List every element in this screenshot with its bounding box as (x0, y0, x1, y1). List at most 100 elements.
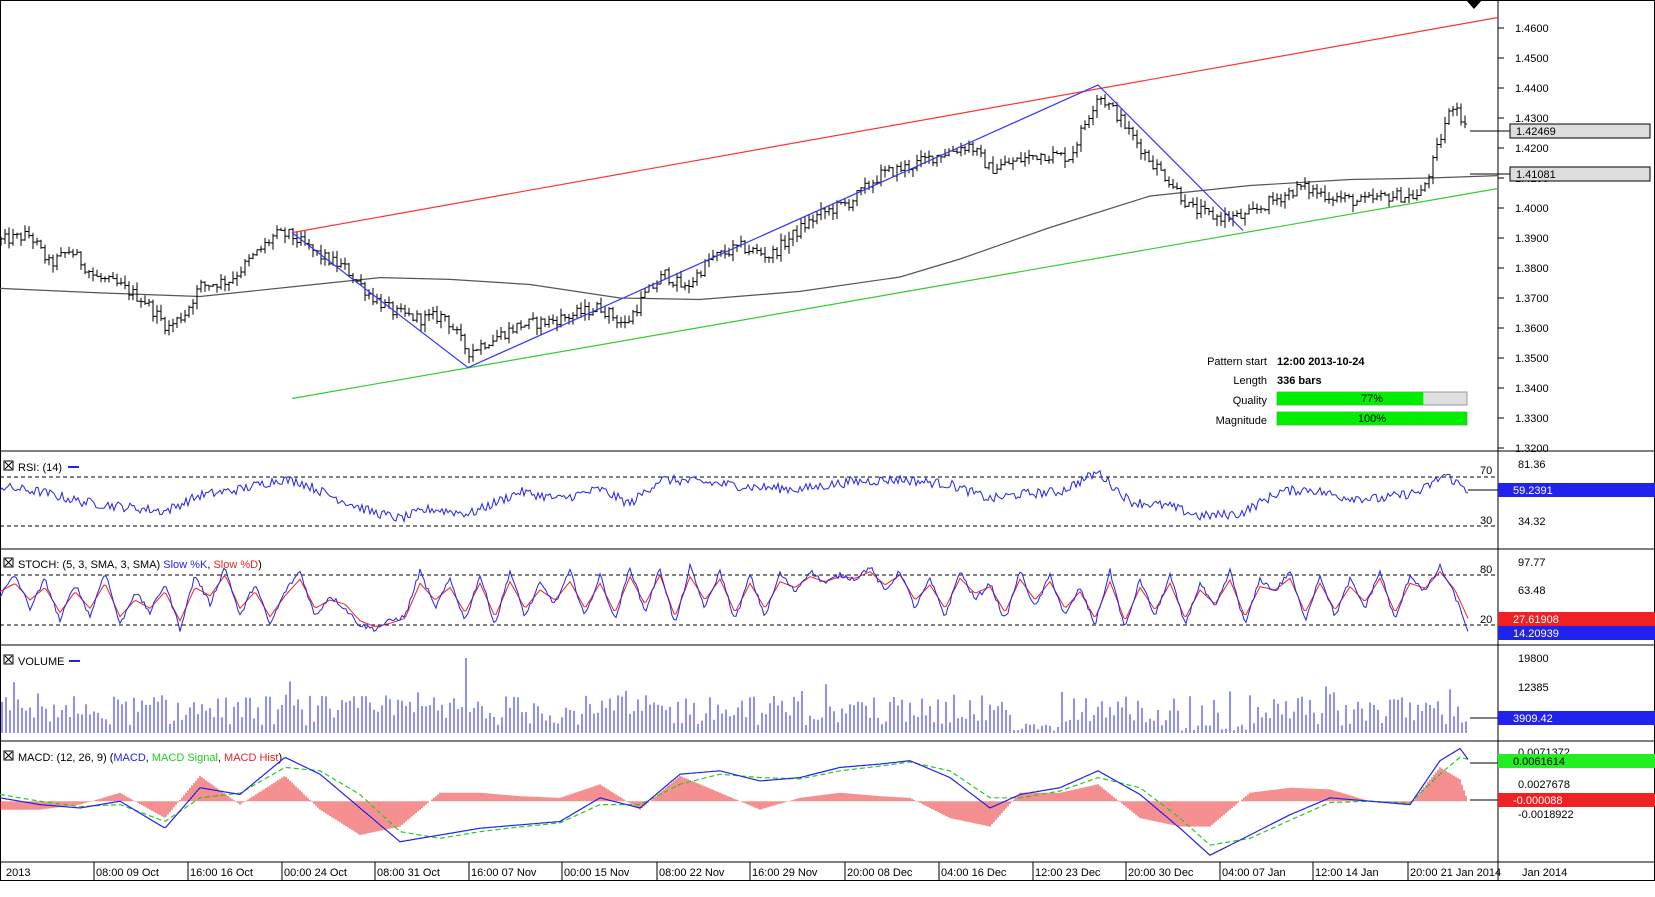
time-tick-label: 12:00 14 Jan (1315, 867, 1379, 879)
quality-text: 77% (1361, 393, 1383, 405)
time-tick-label: 04:00 16 Dec (941, 867, 1007, 879)
resistance-line (291, 16, 1499, 234)
rsi-axis-bottom: 34.32 (1518, 516, 1546, 528)
time-tick-label: 20:00 08 Dec (847, 867, 913, 879)
close-icon (4, 558, 13, 567)
stoch-level-low-label: 20 (1480, 614, 1492, 626)
magnitude-bar-fill (1277, 412, 1467, 425)
rsi-label: RSI: (14) (18, 462, 62, 474)
stoch-panel: STOCH: (5, 3, SMA, 3, SMA) Slow %K, Slow… (0, 557, 1655, 640)
last-price-box (1509, 123, 1651, 139)
length-label: Length (1233, 375, 1267, 387)
macd-label: MACD: (12, 26, 9) (MACD, MACD Signal, MA… (18, 752, 282, 764)
stoch-label-d: Slow %D (213, 559, 258, 571)
volume-bars (1, 658, 1467, 733)
price-tick-label: 1.3900 (1515, 233, 1549, 245)
quality-bar-fill (1277, 392, 1424, 405)
time-tick-label: 08:00 31 Oct (377, 867, 440, 879)
volume-axis-top: 19800 (1518, 653, 1549, 665)
time-tick-label: 16:00 07 Nov (471, 867, 537, 879)
channel-pattern (291, 16, 1499, 400)
stoch-level-high-label: 80 (1480, 564, 1492, 576)
rsi-current-box (1498, 483, 1655, 497)
stoch-d-path (0, 570, 1469, 627)
close-icon (4, 461, 13, 470)
support-line (291, 187, 1499, 400)
stoch-d-current-value: 27.61908 (1513, 614, 1559, 626)
macd-histogram (0, 767, 1467, 835)
macd-axis-mid: 0.0027678 (1518, 779, 1570, 791)
price-tick-label: 1.4500 (1515, 53, 1549, 65)
macd-axis-bottom: -0.0018922 (1518, 809, 1574, 821)
rsi-level-low-label: 30 (1480, 515, 1492, 527)
rsi-path (0, 469, 1469, 524)
time-tick-label: 08:00 22 Nov (659, 867, 725, 879)
pattern-info: Pattern start 12:00 2013-10-24 Length 33… (1207, 356, 1468, 427)
price-tick-label: 1.3800 (1515, 263, 1549, 275)
macd-lines (0, 747, 1469, 857)
macd-hist-current-value: -0.000088 (1513, 795, 1563, 807)
price-tick-label: 1.3600 (1515, 323, 1549, 335)
stoch-k-current-value: 14.20939 (1513, 628, 1559, 640)
time-tick-label: 20:00 30 Dec (1128, 867, 1194, 879)
macd-path (0, 747, 1469, 857)
price-tick-label: 1.3400 (1515, 383, 1549, 395)
ma-value-label: 1.41081 (1516, 169, 1556, 181)
close-icon (4, 751, 13, 760)
moving-average-path (0, 175, 1499, 301)
price-tick-label: 1.3500 (1515, 353, 1549, 365)
rsi-line (0, 469, 1469, 524)
price-tick-label: 1.4600 (1515, 23, 1549, 35)
stoch-d-current-box (1498, 612, 1655, 626)
macd-label-prefix: MACD: (12, 26, 9) (18, 752, 107, 764)
stoch-label-prefix: STOCH: (5, 3, SMA, 3, SMA) (18, 559, 160, 571)
length-value: 336 bars (1277, 375, 1322, 387)
volume-label: VOLUME (18, 656, 64, 668)
price-tick-label: 1.4000 (1515, 203, 1549, 215)
last-price-label: 1.42469 (1516, 126, 1556, 138)
stoch-lines (0, 562, 1469, 632)
price-tick-label: 1.3300 (1515, 413, 1549, 425)
stoch-label: STOCH: (5, 3, SMA, 3, SMA) Slow %K, Slow… (18, 559, 262, 571)
macd-panel: MACD: (12, 26, 9) (MACD, MACD Signal, MA… (0, 747, 1655, 857)
time-tick-label: 20:00 21 Jan 2014 (1410, 867, 1501, 879)
macd-current-value: 0.0061614 (1513, 756, 1565, 768)
rsi-level-high-label: 70 (1480, 465, 1492, 477)
stoch-axis-top: 97.77 (1518, 557, 1546, 569)
stoch-axis-mid: 63.48 (1518, 585, 1546, 597)
rsi-axis-top: 81.36 (1518, 459, 1546, 471)
time-tick-label: 12:00 23 Dec (1035, 867, 1101, 879)
macd-label-signal: MACD Signal (152, 752, 218, 764)
magnitude-text: 100% (1358, 413, 1386, 425)
arrow-down-icon (1466, 0, 1482, 9)
zigzag-line (291, 84, 1244, 369)
ma-value-box (1509, 166, 1651, 182)
volume-current-value: 3909.42 (1513, 713, 1553, 725)
quality-label: Quality (1233, 395, 1268, 407)
price-tick-label: 1.4300 (1515, 113, 1549, 125)
price-tick-label: 1.3700 (1515, 293, 1549, 305)
price-tick-label: 1.3200 (1515, 443, 1549, 455)
macd-label-hist: MACD Hist (224, 752, 278, 764)
time-tick-label: 08:00 09 Oct (96, 867, 159, 879)
time-tick-label: 04:00 07 Jan (1222, 867, 1286, 879)
time-tick-label: 2013 (6, 867, 30, 879)
time-tick-label: 00:00 24 Oct (284, 867, 347, 879)
stoch-label-k: Slow %K (163, 559, 208, 571)
price-axis: 1.46001.45001.44001.43001.42001.41001.40… (1498, 23, 1549, 455)
price-tick-label: 1.4200 (1515, 143, 1549, 155)
volume-current-box (1498, 711, 1655, 725)
stoch-k-current-box (1498, 626, 1655, 640)
macd-current-box (1498, 754, 1655, 768)
rsi-current-value: 59.2391 (1513, 485, 1553, 497)
pattern-start-value: 12:00 2013-10-24 (1277, 356, 1365, 368)
price-tick-label: 1.4400 (1515, 83, 1549, 95)
time-tick-label: 16:00 29 Nov (752, 867, 818, 879)
volume-panel: VOLUME 19800 12385 3909.42 (1, 653, 1655, 733)
pattern-start-label: Pattern start (1207, 356, 1267, 368)
time-tick-label: Jan 2014 (1522, 867, 1567, 879)
macd-hist-current-box (1498, 793, 1655, 807)
price-bars (0, 94, 1467, 364)
